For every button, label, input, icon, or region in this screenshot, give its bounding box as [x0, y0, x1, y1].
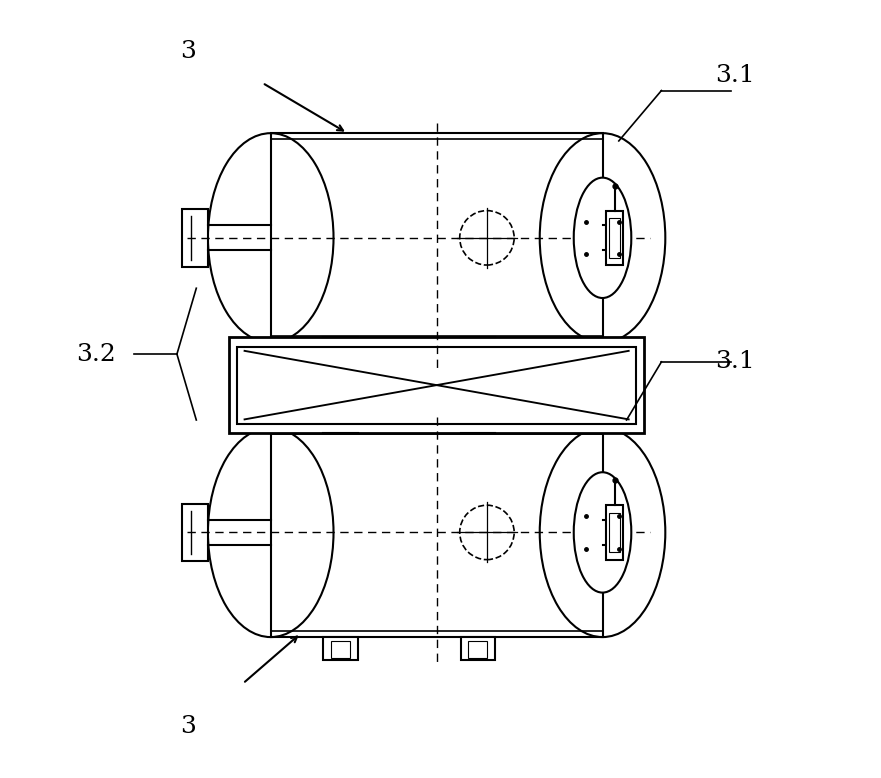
Text: 3: 3 — [181, 40, 196, 63]
Polygon shape — [237, 347, 636, 423]
Ellipse shape — [574, 472, 632, 593]
Text: 3: 3 — [181, 715, 196, 738]
Polygon shape — [469, 640, 487, 657]
Polygon shape — [605, 211, 624, 265]
Polygon shape — [461, 342, 495, 366]
Polygon shape — [181, 503, 208, 561]
Polygon shape — [610, 513, 620, 552]
Polygon shape — [610, 218, 620, 258]
Polygon shape — [331, 346, 350, 363]
Polygon shape — [323, 342, 358, 366]
Polygon shape — [605, 505, 624, 559]
Text: 3.1: 3.1 — [715, 64, 755, 86]
Ellipse shape — [574, 177, 632, 298]
Polygon shape — [181, 209, 208, 267]
Text: 3.2: 3.2 — [76, 342, 115, 366]
Polygon shape — [461, 637, 495, 660]
Polygon shape — [229, 337, 644, 433]
Text: 3.1: 3.1 — [715, 350, 755, 373]
Polygon shape — [323, 637, 358, 660]
Polygon shape — [331, 640, 350, 657]
Polygon shape — [469, 346, 487, 363]
